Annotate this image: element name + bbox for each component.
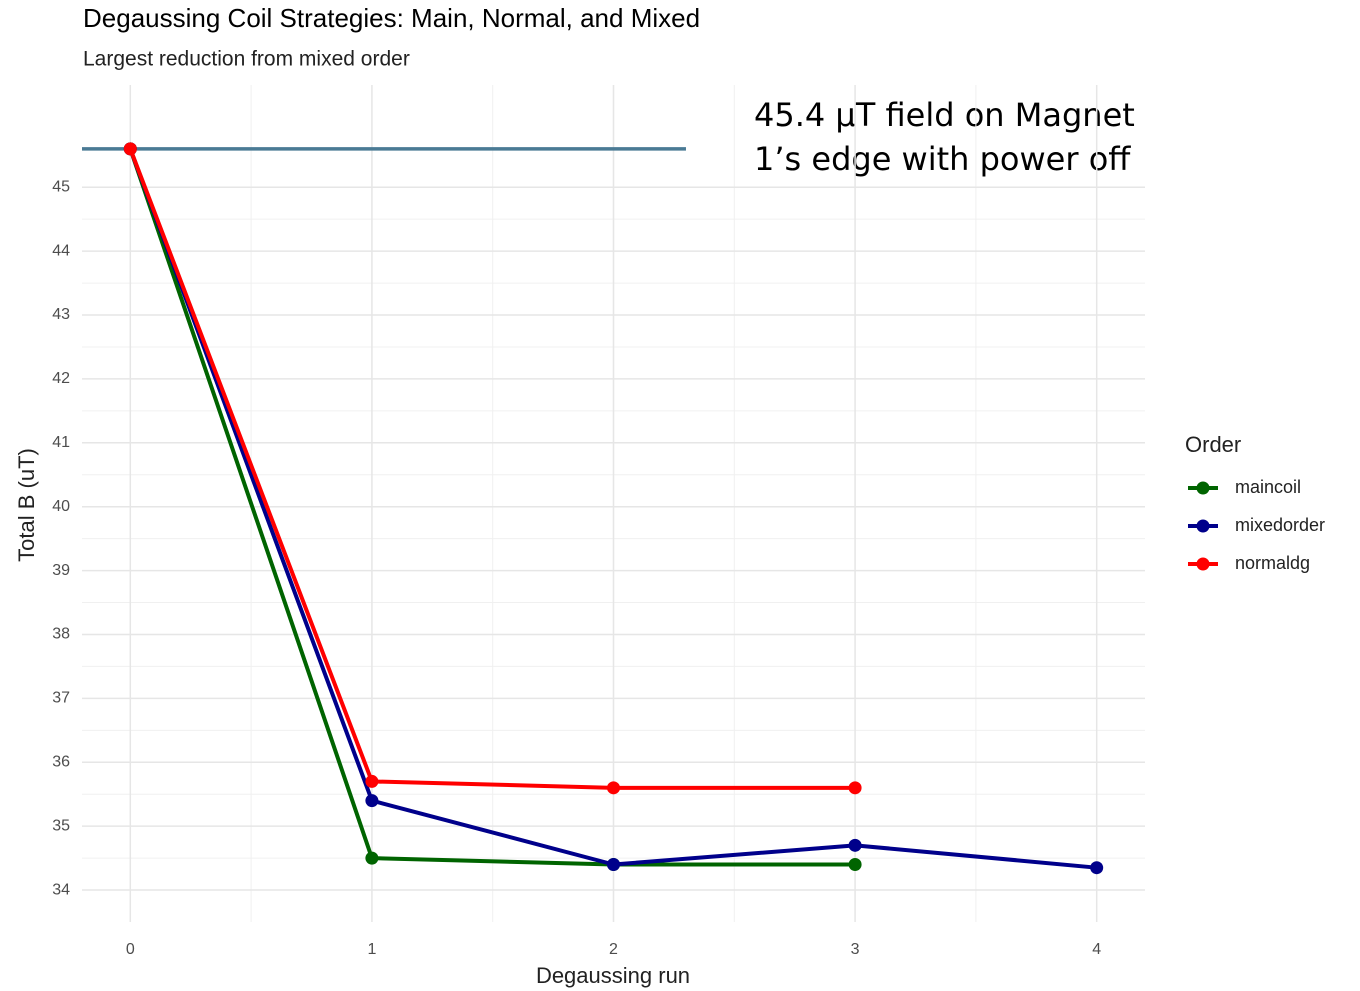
point (848, 857, 862, 871)
x-axis-label: Degaussing run (536, 963, 690, 988)
series-line (128, 148, 856, 790)
x-tick-label: 0 (126, 941, 135, 958)
point (365, 851, 379, 865)
point (607, 781, 620, 795)
legend-key (1196, 481, 1210, 495)
point (848, 781, 862, 795)
chart-title: Degaussing Coil Strategies: Main, Normal… (83, 3, 700, 33)
point (607, 857, 620, 871)
y-tick-label: 45 (52, 178, 70, 195)
y-tick-label: 41 (52, 434, 70, 451)
y-tick-label: 37 (52, 690, 70, 707)
x-tick-label: 1 (367, 941, 376, 958)
point (848, 838, 862, 852)
y-tick-label: 42 (52, 370, 70, 387)
series-line (128, 148, 856, 867)
point (365, 774, 379, 788)
point (365, 794, 379, 808)
y-tick-label: 36 (52, 753, 70, 770)
legend-label: mixedorder (1235, 515, 1325, 535)
annotation: 1’s edge with power off (754, 140, 1131, 178)
chart-subtitle: Largest reduction from mixed order (83, 48, 410, 71)
point (123, 142, 137, 156)
x-tick-label: 4 (1092, 941, 1101, 958)
annotation: 45.4 μT field on Magnet (754, 96, 1135, 134)
legend-key (1196, 557, 1210, 571)
point (1090, 861, 1104, 875)
y-tick-label: 34 (52, 881, 70, 898)
legend-label: maincoil (1235, 477, 1301, 497)
y-tick-label: 44 (52, 242, 70, 259)
y-tick-label: 39 (52, 562, 70, 579)
y-tick-label: 35 (52, 817, 70, 834)
x-tick-label: 3 (851, 941, 860, 958)
y-tick-label: 43 (52, 306, 70, 323)
legend-key (1196, 519, 1210, 533)
y-tick-label: 38 (52, 626, 70, 643)
y-axis-label: Total B (uT) (14, 448, 39, 562)
x-tick-label: 2 (609, 941, 618, 958)
legend-label: normaldg (1235, 553, 1310, 573)
y-tick-label: 40 (52, 498, 70, 515)
legend-title: Order (1185, 432, 1241, 457)
